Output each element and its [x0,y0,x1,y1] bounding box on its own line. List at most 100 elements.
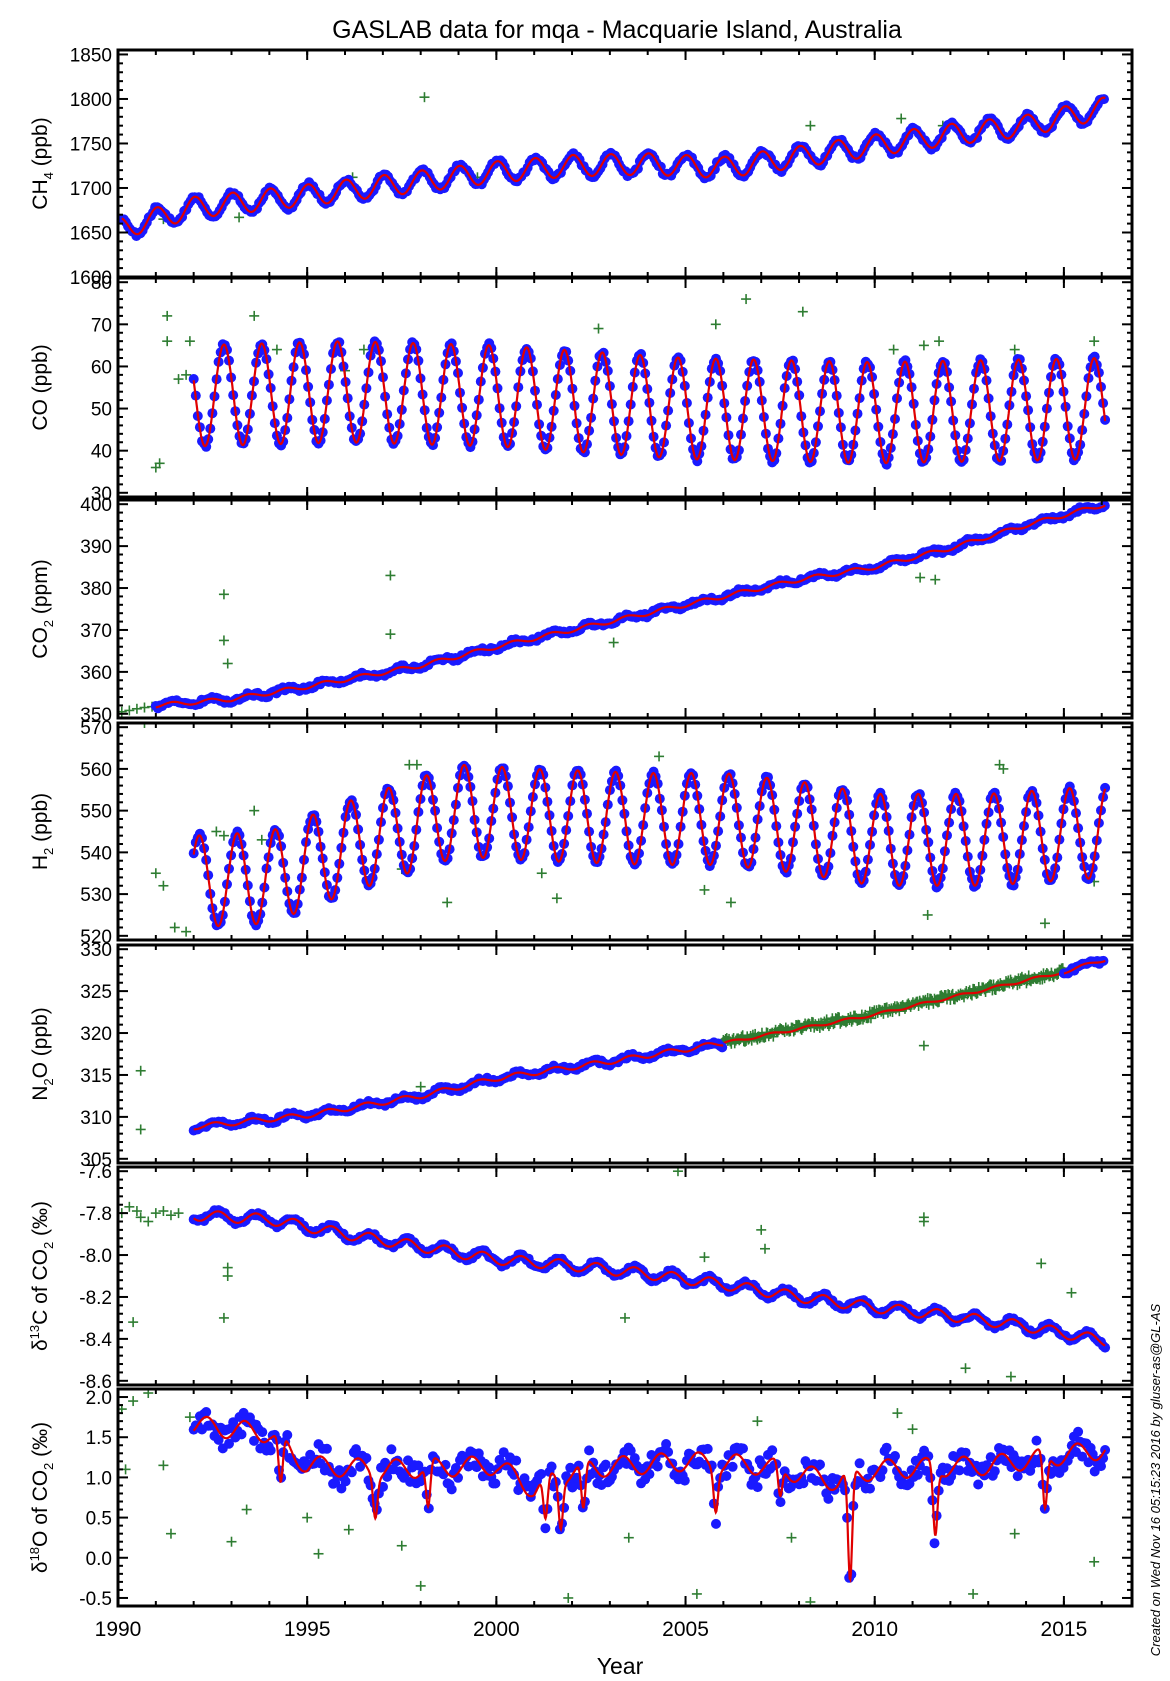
x-axis: 1990 1995 2000 2005 2010 2015 [95,1618,1088,1641]
observation-point [815,1459,825,1470]
flagged-point [998,763,1009,774]
y-tick-label: -0.5 [79,1589,112,1610]
flagged-point [249,805,260,816]
panel-d13c: -7.6 -7.8 -8.0 -8.2 -8.4 -8.6 δ13C of CO2 (‰) [27,1162,1134,1393]
y-tick-label: 60 [91,357,112,378]
y-tick-label: 550 [80,802,112,823]
x-tick-label: 2010 [851,1618,898,1641]
flagged-point [710,319,721,330]
y-tick-label: 30 [91,484,112,505]
flagged-point [181,926,192,937]
flagged-point [930,574,941,585]
flagged-point [218,1312,229,1323]
flagged-point [918,1212,929,1223]
flagged-point [222,658,233,669]
plot-area-d13c [118,1167,1111,1382]
observation-point [942,1463,952,1474]
flagged-point [313,1548,324,1559]
flagged-point [135,1065,146,1076]
observation-point [213,1434,224,1445]
plot-area-d18o [118,1389,1111,1606]
flagged-point [551,893,562,904]
flagged-point [162,310,173,321]
flagged-point [211,826,222,837]
panel-frame-h2 [116,721,1134,942]
flagged-point [158,1460,169,1471]
observation-point [201,1407,212,1417]
y-tick-label: -7.6 [79,1162,112,1183]
y-tick-label: 350 [80,705,112,726]
flagged-point [218,830,229,841]
observation-point [490,1478,501,1489]
observation-point [565,1462,576,1473]
credit-note: Created on Wed Nov 16 05:15:23 2016 by g… [1148,1303,1163,1656]
y-tick-label: 390 [80,537,112,558]
panel-frame-d13c [116,1165,1134,1387]
observation-point [511,1455,522,1466]
flagged-point [915,572,926,583]
x-tick-label: 2000 [473,1618,520,1641]
y-tick-label: 330 [80,940,112,961]
observation-point [1006,1462,1017,1473]
flagged-point [896,113,907,124]
observation-point [1012,1471,1023,1482]
flagged-point [1005,1371,1016,1382]
flagged-point [173,1208,184,1219]
flagged-point [918,1040,929,1051]
flagged-point [139,723,150,728]
flagged-point [797,306,808,317]
y-tick-label: 1750 [70,134,112,155]
plot-area-co2 [118,500,1110,717]
observation-point [721,1471,732,1481]
flagged-point [184,336,195,347]
flagged-point [968,1588,979,1599]
flagged-point [805,120,816,131]
y-tick-label: 520 [80,927,112,948]
observation-point [567,1482,578,1493]
panel-frame-ch4 [116,48,1134,279]
flagged-point [385,570,396,581]
flagged-point [1009,1528,1020,1539]
flagged-point [442,897,453,908]
panel-frame-co2 [116,498,1134,720]
flagged-point [934,336,945,347]
flagged-point [1039,918,1050,929]
flagged-point [131,1206,142,1217]
panel-co: 30 40 50 60 70 80 CO (ppb) [29,273,1134,505]
flagged-point [1066,1287,1077,1298]
y-axis-label-d13c: δ13C of CO2 (‰) [27,1201,56,1351]
fit-line-d18o [192,1415,1107,1584]
x-tick-label: 1995 [284,1618,331,1641]
y-axis-label-co2: CO2 (ppm) [29,559,56,658]
y-tick-label: 360 [80,663,112,684]
plot-area-n2o [135,955,1109,1136]
plot-area-co [150,294,1111,473]
flagged-point [725,897,736,908]
y-tick-label: 1800 [70,90,112,111]
observation-point [1096,1461,1106,1472]
flagged-point [699,1252,710,1263]
x-tick-label: 2015 [1041,1618,1088,1641]
observation-point [450,1463,461,1473]
y-tick-label: 570 [80,718,112,739]
panel-n2o: 305 310 315 320 325 330 N2O (ppb) [29,940,1134,1171]
flagged-point [173,374,184,385]
flagged-point [139,702,150,713]
observation-point [711,1518,721,1529]
observation-point [536,1469,547,1479]
y-tick-label: -8.4 [79,1330,112,1351]
y-tick-label: 370 [80,621,112,642]
panel-frame-co [116,276,1134,499]
y-tick-label: 560 [80,760,112,781]
flagged-point [756,1224,767,1235]
y-tick-label: 305 [80,1150,112,1171]
y-tick-label: 325 [80,982,112,1003]
flagged-point [343,1524,354,1535]
y-axis-label-n2o: N2O (ppb) [29,1007,56,1101]
flagged-point [1009,344,1020,355]
observation-point [1083,1457,1094,1468]
flagged-point [143,1216,154,1227]
observation-point [423,1503,434,1514]
observation-point [727,1461,738,1472]
panel-co2: 350 360 370 380 390 400 CO2 (ppm) [29,495,1134,726]
